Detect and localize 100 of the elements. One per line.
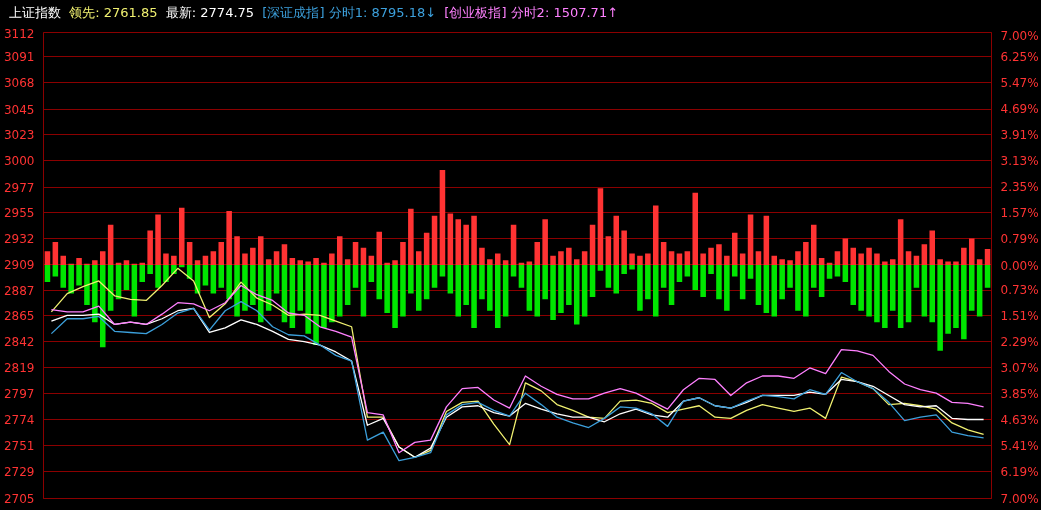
bar bbox=[810, 224, 817, 265]
bar bbox=[747, 214, 754, 265]
bar bbox=[787, 260, 793, 265]
bar bbox=[289, 258, 296, 265]
bar bbox=[874, 264, 880, 323]
y2-tick-label: 3.85% bbox=[1000, 386, 1039, 401]
bar bbox=[652, 264, 659, 317]
bar bbox=[747, 264, 754, 279]
bar bbox=[305, 264, 311, 334]
bar bbox=[945, 264, 951, 334]
bar bbox=[155, 264, 161, 288]
bar bbox=[795, 264, 801, 311]
bar bbox=[526, 264, 533, 311]
bar bbox=[945, 261, 951, 265]
bar bbox=[542, 219, 548, 265]
bar bbox=[826, 264, 833, 279]
y-tick-label: 3045 bbox=[3, 102, 35, 117]
bar bbox=[423, 232, 430, 265]
bar bbox=[487, 259, 493, 265]
y2-tick-label: 7.00% bbox=[1000, 28, 1039, 43]
bar bbox=[566, 247, 572, 265]
bar bbox=[652, 205, 659, 265]
bar bbox=[724, 264, 730, 311]
bar bbox=[218, 264, 225, 288]
bar bbox=[984, 264, 991, 288]
bar bbox=[408, 208, 414, 265]
bar bbox=[163, 264, 169, 283]
bar bbox=[44, 251, 51, 265]
bar bbox=[534, 242, 541, 265]
bar bbox=[163, 253, 169, 265]
bar bbox=[882, 261, 888, 265]
bar bbox=[905, 264, 912, 323]
bar bbox=[60, 264, 67, 288]
bar bbox=[803, 264, 809, 317]
bar bbox=[858, 264, 864, 311]
bar bbox=[494, 264, 501, 328]
bar bbox=[178, 264, 185, 268]
bar bbox=[803, 242, 809, 265]
bar bbox=[645, 264, 651, 300]
bar bbox=[937, 259, 943, 265]
y2-tick-label: 3.91% bbox=[1000, 128, 1039, 143]
bar bbox=[929, 264, 936, 323]
bar bbox=[376, 264, 383, 300]
bar bbox=[897, 219, 904, 265]
bar bbox=[384, 262, 390, 265]
bar bbox=[107, 224, 114, 265]
bar bbox=[99, 264, 106, 348]
bar bbox=[739, 253, 746, 265]
bar bbox=[724, 255, 730, 265]
bar bbox=[234, 236, 240, 265]
bar bbox=[502, 260, 509, 265]
bar bbox=[621, 264, 627, 275]
y2-tick-label: 3.07% bbox=[1000, 360, 1039, 375]
y2-tick-label: 1.57% bbox=[1000, 206, 1039, 221]
bar bbox=[621, 230, 627, 265]
bar bbox=[487, 264, 493, 311]
bar bbox=[771, 255, 778, 265]
bar bbox=[155, 214, 161, 265]
bar bbox=[597, 188, 604, 265]
bar bbox=[542, 264, 548, 300]
y2-tick-label: 1.51% bbox=[1000, 308, 1039, 323]
y-tick-label: 3091 bbox=[3, 50, 35, 65]
bar bbox=[953, 264, 959, 328]
bar bbox=[779, 259, 785, 265]
bar bbox=[431, 264, 438, 288]
bar bbox=[518, 264, 525, 288]
y-tick-label: 2955 bbox=[3, 205, 35, 220]
bar bbox=[889, 264, 896, 311]
bar bbox=[984, 248, 991, 265]
bar bbox=[68, 264, 74, 294]
bar bbox=[818, 264, 825, 297]
y-tick-label: 3068 bbox=[3, 76, 35, 91]
bar bbox=[589, 224, 596, 265]
bar bbox=[329, 264, 335, 323]
bar bbox=[494, 253, 501, 265]
bar bbox=[961, 247, 967, 265]
y-tick-label: 2729 bbox=[3, 464, 35, 479]
bar bbox=[202, 264, 209, 286]
bar bbox=[297, 264, 304, 311]
bar bbox=[139, 262, 146, 265]
bar bbox=[250, 247, 256, 265]
bar bbox=[913, 264, 920, 288]
bar bbox=[147, 230, 153, 265]
bar bbox=[818, 258, 825, 265]
bar bbox=[550, 264, 556, 320]
bar bbox=[755, 251, 762, 265]
bar bbox=[716, 264, 722, 300]
bar bbox=[273, 264, 280, 294]
bar bbox=[455, 219, 462, 265]
y-tick-label: 2774 bbox=[3, 413, 35, 427]
bar bbox=[242, 253, 248, 265]
bar bbox=[731, 232, 738, 265]
y-tick-label: 2865 bbox=[3, 308, 35, 323]
bar bbox=[463, 224, 469, 265]
y-tick-label: 2932 bbox=[3, 232, 35, 247]
bar bbox=[850, 247, 857, 265]
y-tick-label: 2797 bbox=[3, 386, 35, 401]
bar bbox=[558, 251, 564, 265]
y2-tick-label: 2.29% bbox=[1000, 334, 1039, 349]
chart-title: 上证指数 bbox=[9, 5, 61, 20]
